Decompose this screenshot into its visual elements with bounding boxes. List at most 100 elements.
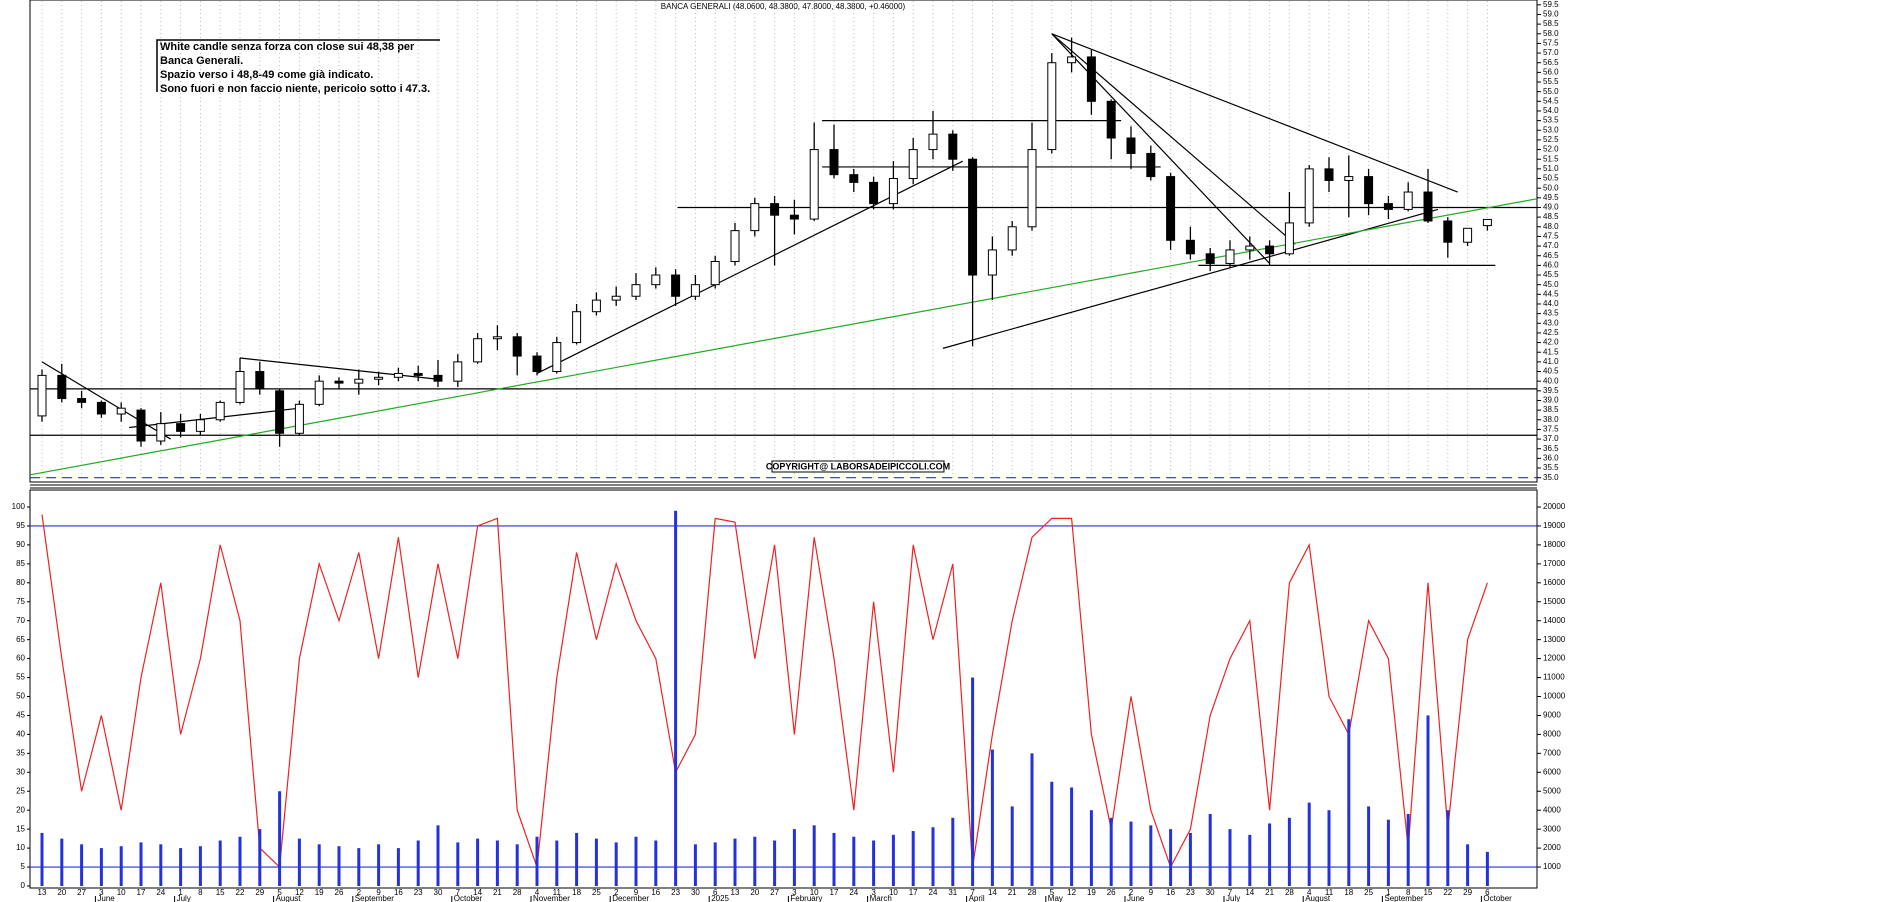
y2-tick-label: 15000 [1543, 597, 1566, 606]
y2-tick-label: 11000 [1543, 673, 1565, 682]
volume-bar [1089, 810, 1093, 886]
candle-body [215, 401, 225, 421]
candle-body [948, 133, 958, 160]
volume-bar [931, 827, 935, 886]
candle-body [572, 311, 582, 344]
volume-bar [40, 832, 44, 886]
y2-tick-label: 10000 [1543, 692, 1566, 701]
volume-bar [238, 836, 242, 886]
volume-bar [1050, 781, 1054, 886]
candle-body [156, 423, 166, 442]
y-tick-label: 35 [16, 748, 25, 757]
volume-bar [1466, 844, 1470, 886]
volume-bar [891, 834, 895, 886]
x-tick-label: 24 [929, 888, 938, 897]
note-frame [156, 39, 440, 92]
candle-body [552, 342, 562, 373]
volume-bar [852, 836, 856, 886]
y2-tick-label: 14000 [1543, 616, 1566, 625]
y-tick-label: 47.5 [1543, 232, 1559, 241]
candle-body [1205, 253, 1215, 264]
y2-tick-label: 18000 [1543, 540, 1566, 549]
x-tick-label: 27 [770, 888, 779, 897]
candle-body [473, 338, 483, 363]
note-line: White candle senza forza con close sui 4… [160, 41, 415, 53]
candle-body [57, 374, 67, 400]
candle-body [1126, 137, 1136, 154]
volume-bar [1406, 813, 1410, 886]
candle-body [374, 376, 384, 380]
y2-tick-label: 9000 [1543, 711, 1561, 720]
volume-bar [713, 842, 717, 886]
y2-tick-label: 7000 [1543, 748, 1561, 757]
x-tick-label: 18 [572, 888, 581, 897]
x-tick-label: 3 [871, 888, 876, 897]
x-tick-label: 14 [988, 888, 997, 897]
volume-bar [911, 831, 915, 886]
indicator-panel [29, 489, 1538, 889]
volume-bar [773, 840, 777, 886]
x-tick-label: 29 [255, 888, 264, 897]
x-tick-label: 11 [553, 888, 562, 897]
x-tick-label: 22 [236, 888, 245, 897]
y-tick-label: 55.5 [1543, 77, 1559, 86]
x-tick-label: 21 [1265, 888, 1274, 897]
trend-line [30, 198, 1538, 476]
x-tick-label: 15 [1424, 888, 1433, 897]
x-tick-label: 13 [38, 888, 47, 897]
x-tick-label: 3 [792, 888, 797, 897]
trend-line [1051, 33, 1271, 264]
note-line: Spazio verso i 48,8-49 come già indicato… [160, 69, 373, 81]
price-panel [29, 0, 1538, 483]
x-tick-label: 1 [1386, 888, 1391, 897]
volume-bar [278, 791, 282, 886]
volume-bar [1228, 829, 1232, 886]
volume-bar [1109, 817, 1113, 886]
candle-body [96, 401, 106, 415]
note-line: Banca Generali. [160, 55, 243, 67]
x-tick-label: 6 [713, 888, 718, 897]
candle-body [433, 374, 443, 382]
month-label: March [870, 894, 892, 902]
candle-body [334, 380, 344, 384]
y-tick-label: 54.5 [1543, 96, 1559, 105]
y-tick-label: 50.5 [1543, 174, 1559, 183]
volume-bar [674, 510, 678, 886]
x-tick-label: 11 [1325, 888, 1334, 897]
y-tick-label: 41.0 [1543, 357, 1559, 366]
candle-body [1344, 176, 1354, 181]
x-tick-label: 13 [731, 888, 740, 897]
y-tick-label: 70 [16, 616, 25, 625]
y-tick-label: 55 [16, 673, 25, 682]
y-tick-label: 50.0 [1543, 183, 1559, 192]
y2-tick-label: 20000 [1543, 502, 1566, 511]
volume-bar [337, 846, 341, 886]
y-tick-label: 53.0 [1543, 125, 1559, 134]
y-tick-label: 58.5 [1543, 19, 1559, 28]
candle-body [987, 249, 997, 276]
y-tick-label: 43.0 [1543, 318, 1559, 327]
candle-body [1106, 100, 1116, 139]
month-label: September [355, 894, 394, 902]
y-tick-label: 56.5 [1543, 58, 1559, 67]
y2-tick-label: 4000 [1543, 805, 1561, 814]
y-tick-label: 55.0 [1543, 87, 1559, 96]
x-tick-label: 30 [691, 888, 700, 897]
x-tick-label: 23 [671, 888, 680, 897]
volume-bar [614, 842, 618, 886]
y2-tick-label: 12000 [1543, 654, 1566, 663]
volume-bar [198, 846, 202, 886]
x-tick-label: 10 [117, 888, 126, 897]
volume-bar [1208, 813, 1212, 886]
y-tick-label: 65 [16, 635, 25, 644]
volume-bar [753, 836, 757, 886]
y-tick-label: 45.0 [1543, 280, 1559, 289]
x-tick-label: 16 [1166, 888, 1175, 897]
volume-bar [1367, 806, 1371, 886]
candle-body [1284, 222, 1294, 255]
x-tick-label: 10 [810, 888, 819, 897]
y-tick-label: 58.0 [1543, 29, 1559, 38]
y-tick-label: 48.0 [1543, 222, 1559, 231]
candle-body [532, 355, 542, 373]
